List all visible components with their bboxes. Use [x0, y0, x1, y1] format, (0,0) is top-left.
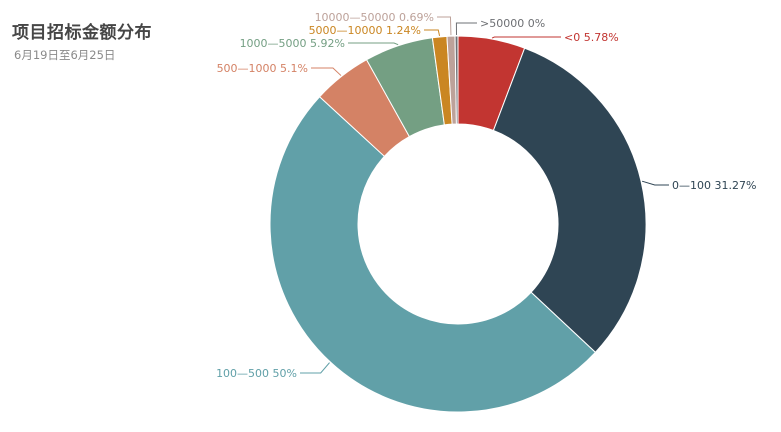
- chart-title: 项目招标金额分布: [12, 23, 152, 43]
- leader-line-lt0: [491, 36, 561, 39]
- leader-line-10000-50000: [437, 16, 452, 36]
- slice-label-10000-50000: 10000—50000 0.69%: [315, 11, 434, 24]
- slices-layer: [269, 35, 647, 413]
- slice-label-5000-10000: 5000—10000 1.24%: [309, 24, 421, 37]
- slice-100-500[interactable]: [269, 96, 597, 413]
- leader-line-gt50000: [455, 22, 477, 36]
- slice-0-100[interactable]: [492, 47, 647, 354]
- leader-line-5000-10000: [424, 29, 441, 37]
- slice-label-0-100: 0—100 31.27%: [672, 179, 756, 192]
- leader-line-500-1000: [311, 67, 342, 76]
- slice-label-100-500: 100—500 50%: [216, 367, 297, 380]
- slice-gt50000[interactable]: [454, 35, 459, 125]
- slice-label-gt50000: >50000 0%: [480, 17, 545, 30]
- labels-layer: <0 5.78% 0—100 31.27% 100—500 50% 500—1000 …: [216, 11, 756, 380]
- slice-label-500-1000: 500—1000 5.1%: [217, 62, 308, 75]
- slice-label-lt0: <0 5.78%: [564, 31, 619, 44]
- leader-line-0-100: [641, 180, 669, 186]
- slice-label-1000-5000: 1000—5000 5.92%: [240, 37, 345, 50]
- leader-line-1000-5000: [348, 42, 399, 46]
- leader-line-100-500: [300, 362, 330, 374]
- chart-subtitle: 6月19日至6月25日: [14, 48, 116, 62]
